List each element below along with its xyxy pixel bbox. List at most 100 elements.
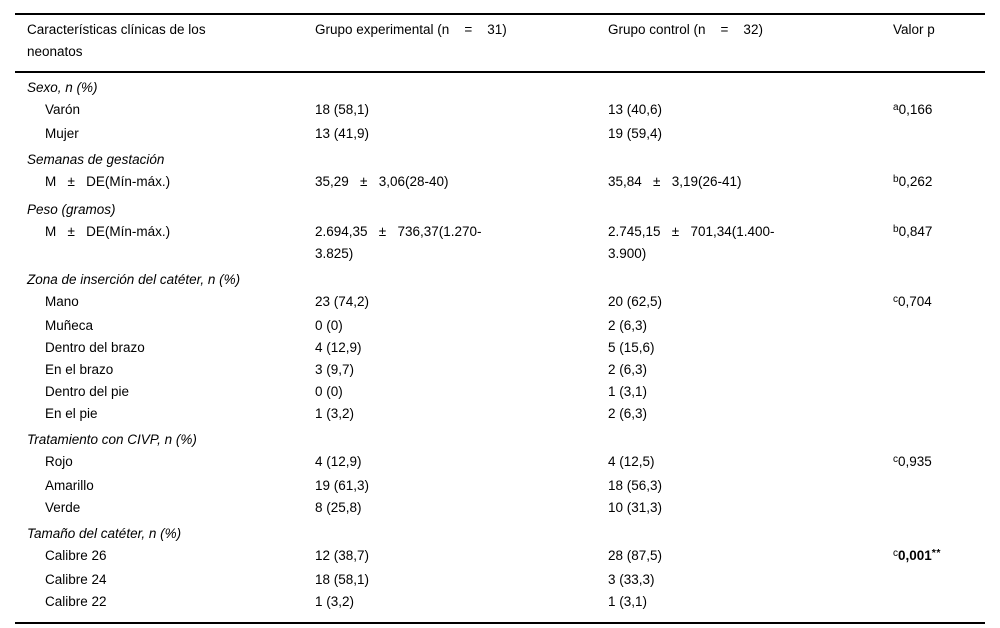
p-value-cell [893,123,985,145]
characteristic-label: Verde [45,500,81,515]
section-label: Tamaño del catéter, n (%) [27,526,182,541]
data-row: En el pie 1 (3,2) 2 (6,3) [15,403,985,425]
p-test-superscript: b [893,173,899,185]
control-group-value: 2.745,15 ± 701,34(1.400- 3.900) [608,224,775,261]
p-value-cell [893,195,985,221]
experimental-group-value: 1 (3,2) [315,594,355,609]
characteristic-label: Calibre 22 [45,594,107,609]
p-value-cell [893,145,985,171]
section-row: Zona de inserción del catéter, n (%) [15,265,985,291]
control-group-value: 19 (59,4) [608,126,663,141]
p-value-cell: b0,262 [893,171,985,195]
control-group-value: 2 (6,3) [608,406,648,421]
characteristic-label: Rojo [45,454,73,469]
column-header-control-group: Grupo control (n = 32) [608,14,893,73]
control-group-value: 2 (6,3) [608,318,648,333]
data-row: En el brazo 3 (9,7) 2 (6,3) [15,359,985,381]
p-test-superscript: c [893,547,898,559]
experimental-group-value: 18 (58,1) [315,572,370,587]
experimental-group-value: 2.694,35 ± 736,37(1.270- 3.825) [315,224,482,261]
data-row: Amarillo 19 (61,3) 18 (56,3) [15,475,985,497]
p-value-cell: a0,166 [893,99,985,123]
p-value: 0,935 [898,454,932,469]
characteristic-label: Muñeca [45,318,94,333]
control-group-value [608,265,893,291]
section-label: Sexo, n (%) [27,80,98,95]
section-row: Peso (gramos) [15,195,985,221]
p-value-cell [893,315,985,337]
control-group-value [608,519,893,545]
control-group-value [608,72,893,99]
control-group-value: 10 (31,3) [608,500,663,515]
control-group-value: 5 (15,6) [608,340,655,355]
characteristic-label: Mano [45,294,79,309]
table-body: Sexo, n (%) Varón 18 (58,1) 13 (40,6) a0,166… [15,72,985,623]
experimental-group-value: 3 (9,7) [315,362,355,377]
control-group-value: 28 (87,5) [608,548,663,563]
characteristic-label: Mujer [45,126,79,141]
data-row: Calibre 26 12 (38,7) 28 (87,5) c0,001** [15,545,985,569]
section-row: Tratamiento con CIVP, n (%) [15,425,985,451]
data-row: Verde 8 (25,8) 10 (31,3) [15,497,985,519]
p-value: 0,166 [898,102,933,117]
p-value-cell: c0,704 [893,291,985,315]
characteristic-label: En el pie [45,406,98,421]
p-value-cell [893,72,985,99]
section-label: Semanas de gestación [27,152,165,167]
experimental-group-value: 4 (12,9) [315,340,362,355]
data-row: Varón 18 (58,1) 13 (40,6) a0,166 [15,99,985,123]
control-group-value [608,145,893,171]
characteristic-label: Amarillo [45,478,94,493]
p-value-cell [893,381,985,403]
data-row: M ± DE(Mín-máx.) 35,29 ± 3,06(28-40) 35,84… [15,171,985,195]
section-label: Tratamiento con CIVP, n (%) [27,432,197,447]
characteristic-label: En el brazo [45,362,114,377]
p-test-superscript: c [893,453,898,465]
section-label: Peso (gramos) [27,202,116,217]
p-value-cell: c0,001** [893,545,985,569]
p-value: 0,001 [898,548,932,563]
experimental-group-value: 19 (61,3) [315,478,370,493]
data-row: Muñeca 0 (0) 2 (6,3) [15,315,985,337]
control-group-value [608,195,893,221]
characteristic-label: M ± DE(Mín-máx.) [45,174,171,189]
experimental-group-value: 4 (12,9) [315,454,362,469]
characteristic-label: Varón [45,102,81,117]
control-group-value: 18 (56,3) [608,478,663,493]
data-row: Calibre 24 18 (58,1) 3 (33,3) [15,569,985,591]
table-header-row: Características clínicas de los neonatos… [15,14,985,73]
p-value-cell [893,403,985,425]
p-test-superscript: c [893,293,898,305]
control-group-value: 3 (33,3) [608,572,655,587]
characteristic-label: M ± DE(Mín-máx.) [45,224,171,239]
p-test-superscript: a [893,101,899,113]
p-value-cell [893,519,985,545]
experimental-group-value [315,519,608,545]
section-label: Zona de inserción del catéter, n (%) [27,272,241,287]
p-value: 0,847 [898,224,933,239]
p-test-superscript: b [893,223,899,235]
column-header-experimental-group: Grupo experimental (n = 31) [315,14,608,73]
characteristic-label: Dentro del brazo [45,340,145,355]
experimental-group-value [315,265,608,291]
section-row: Sexo, n (%) [15,72,985,99]
p-value: 0,262 [898,174,933,189]
characteristic-label: Calibre 26 [45,548,107,563]
data-row: Mano 23 (74,2) 20 (62,5) c0,704 [15,291,985,315]
characteristic-label: Calibre 24 [45,572,107,587]
experimental-group-value [315,145,608,171]
section-row: Semanas de gestación [15,145,985,171]
characteristic-label: Dentro del pie [45,384,130,399]
data-row: Mujer 13 (41,9) 19 (59,4) [15,123,985,145]
experimental-group-value: 1 (3,2) [315,406,355,421]
p-value-cell [893,591,985,623]
control-group-value: 1 (3,1) [608,384,648,399]
experimental-group-value: 23 (74,2) [315,294,370,309]
control-group-value: 35,84 ± 3,19(26-41) [608,174,742,189]
data-row: Dentro del pie 0 (0) 1 (3,1) [15,381,985,403]
experimental-group-value: 8 (25,8) [315,500,362,515]
p-value-cell: b0,847 [893,221,985,265]
data-row: Calibre 22 1 (3,2) 1 (3,1) [15,591,985,623]
p-value: 0,704 [898,294,932,309]
experimental-group-value [315,195,608,221]
